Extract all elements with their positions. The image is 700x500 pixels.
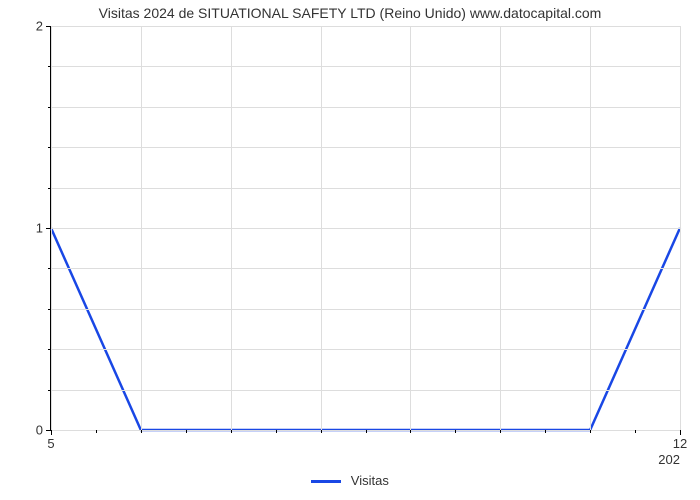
x-tick-minor — [321, 430, 322, 433]
x-tick-minor — [366, 430, 367, 433]
x-tick-minor — [276, 430, 277, 433]
grid-line-v — [500, 26, 501, 430]
x-tick-minor — [231, 430, 232, 433]
grid-line-v — [141, 26, 142, 430]
grid-line-v — [410, 26, 411, 430]
x-tick-minor — [455, 430, 456, 433]
grid-line-h — [51, 147, 680, 148]
x-tick-minor — [590, 430, 591, 433]
plot-area: 012512202 — [50, 26, 680, 431]
chart-title: Visitas 2024 de SITUATIONAL SAFETY LTD (… — [10, 5, 690, 21]
grid-line-h — [51, 349, 680, 350]
x-tick-mark — [680, 430, 681, 435]
grid-line-h — [51, 268, 680, 269]
grid-line-h — [51, 66, 680, 67]
x-secondary-label: 202 — [658, 430, 680, 467]
grid-line-v — [51, 26, 52, 430]
grid-line-h — [51, 26, 680, 27]
series-line — [51, 228, 680, 430]
grid-line-h — [51, 188, 680, 189]
x-tick-minor — [186, 430, 187, 433]
grid-line-h — [51, 309, 680, 310]
grid-line-v — [231, 26, 232, 430]
legend-swatch — [311, 480, 341, 483]
legend: Visitas — [10, 473, 690, 488]
grid-line-h — [51, 390, 680, 391]
grid-line-v — [680, 26, 681, 430]
grid-line-h — [51, 107, 680, 108]
legend-label: Visitas — [351, 473, 389, 488]
x-tick-minor — [635, 430, 636, 433]
x-tick-minor — [141, 430, 142, 433]
grid-line-v — [590, 26, 591, 430]
x-tick-mark — [51, 430, 52, 435]
grid-line-v — [321, 26, 322, 430]
x-tick-minor — [545, 430, 546, 433]
x-tick-minor — [96, 430, 97, 433]
x-tick-minor — [410, 430, 411, 433]
x-tick-minor — [500, 430, 501, 433]
grid-line-h — [51, 228, 680, 229]
chart-container: Visitas 2024 de SITUATIONAL SAFETY LTD (… — [10, 5, 690, 495]
